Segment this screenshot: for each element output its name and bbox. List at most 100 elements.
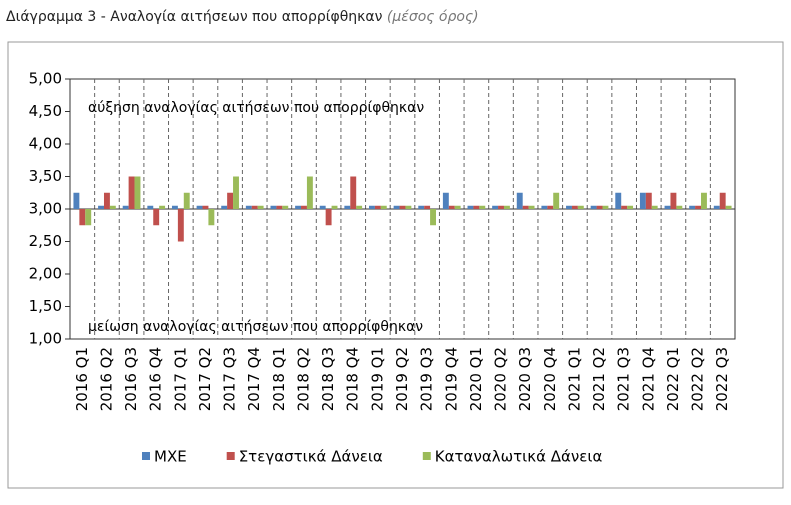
bar xyxy=(645,192,652,209)
x-tick-label: 2022 Q3 xyxy=(713,347,731,411)
bar xyxy=(369,205,375,209)
bar xyxy=(695,205,702,209)
x-tick-label: 2021 Q3 xyxy=(615,347,633,411)
chart-frame xyxy=(7,41,784,489)
bar xyxy=(202,205,209,209)
bar xyxy=(701,192,707,209)
bar xyxy=(405,205,412,209)
bar xyxy=(227,192,234,209)
bar xyxy=(356,205,363,209)
bar xyxy=(171,205,178,209)
x-tick-label: 2018 Q3 xyxy=(319,347,337,411)
bar xyxy=(664,205,671,209)
bar xyxy=(103,192,110,209)
x-tick-label: 2017 Q3 xyxy=(221,347,239,411)
bar xyxy=(380,205,387,209)
bar xyxy=(651,205,658,209)
bar xyxy=(344,205,351,209)
bar xyxy=(719,192,726,209)
bar xyxy=(621,205,628,209)
bar xyxy=(467,205,474,209)
bar xyxy=(479,205,486,209)
bar xyxy=(522,205,529,209)
bar xyxy=(196,205,203,209)
bar xyxy=(424,205,431,209)
bar xyxy=(528,205,535,209)
x-tick-label: 2022 Q1 xyxy=(664,347,682,411)
bar xyxy=(602,205,609,209)
y-tick-label: 1,50 xyxy=(29,297,62,315)
bar xyxy=(122,205,129,209)
bar xyxy=(503,205,510,209)
x-tick-label: 2016 Q4 xyxy=(147,347,165,411)
bar xyxy=(454,205,461,209)
y-tick-label: 1,00 xyxy=(29,330,62,348)
bar xyxy=(350,176,357,209)
bar xyxy=(430,209,436,226)
bar xyxy=(183,192,190,209)
bar xyxy=(319,205,326,209)
bar xyxy=(128,176,135,209)
bar xyxy=(577,205,584,209)
legend-label: Στεγαστικά Δάνεια xyxy=(239,448,383,466)
y-tick-label: 2,00 xyxy=(29,265,62,283)
x-tick-label: 2021 Q2 xyxy=(590,347,608,411)
bar xyxy=(153,209,160,226)
bar xyxy=(399,205,406,209)
y-tick-label: 4,00 xyxy=(29,135,62,153)
bar xyxy=(374,205,381,209)
bar xyxy=(553,192,560,209)
x-tick-label: 2016 Q3 xyxy=(122,347,140,411)
annotation: μείωση αναλογίας αιτήσεων που απορρίφθηκ… xyxy=(88,319,423,335)
bar xyxy=(393,205,400,209)
bar xyxy=(159,205,166,209)
bar xyxy=(325,209,332,226)
x-tick-label: 2017 Q4 xyxy=(245,347,263,411)
x-tick-label: 2022 Q2 xyxy=(689,347,707,411)
bar xyxy=(233,176,239,209)
bar xyxy=(516,192,523,209)
bar xyxy=(590,205,597,209)
legend-swatch xyxy=(226,452,235,460)
bar xyxy=(98,205,104,209)
bar xyxy=(713,205,720,209)
bar xyxy=(306,176,313,209)
subtitle: (μέσος όρος) xyxy=(387,9,479,25)
bar xyxy=(221,205,228,209)
bar xyxy=(596,205,603,209)
x-tick-label: 2020 Q3 xyxy=(516,347,534,411)
bar xyxy=(547,205,554,209)
bar xyxy=(73,192,80,209)
annotation: αύξηση αναλογίας αιτήσεων που απορρίφθηκ… xyxy=(88,100,424,116)
x-tick-label: 2017 Q2 xyxy=(196,347,214,411)
y-tick-label: 3,00 xyxy=(29,200,62,218)
y-tick-label: 5,00 xyxy=(29,70,62,88)
x-tick-label: 2021 Q1 xyxy=(565,347,583,411)
bar xyxy=(177,209,184,242)
bar xyxy=(257,205,264,209)
bar xyxy=(245,205,252,209)
legend-label: Καταναλωτικά Δάνεια xyxy=(435,448,603,466)
bar xyxy=(109,205,116,209)
bar xyxy=(147,205,154,209)
legend-swatch xyxy=(142,452,150,460)
x-tick-label: 2019 Q4 xyxy=(442,347,460,411)
x-tick-label: 2020 Q2 xyxy=(492,347,510,411)
y-tick-label: 3,50 xyxy=(29,167,62,185)
bar xyxy=(331,205,338,209)
bar xyxy=(689,205,696,209)
y-tick-label: 2,50 xyxy=(29,232,62,250)
bar xyxy=(670,192,677,209)
title: Διάγραμμα 3 - Αναλογία αιτήσεων που απορ… xyxy=(6,9,383,25)
bar xyxy=(208,209,215,226)
bar xyxy=(134,176,141,209)
bar xyxy=(418,205,425,209)
bar xyxy=(639,192,646,209)
bar xyxy=(676,205,683,209)
x-tick-label: 2018 Q1 xyxy=(270,347,288,411)
legend-label: ΜΧΕ xyxy=(154,448,187,466)
bar xyxy=(85,209,92,226)
bar xyxy=(492,205,499,209)
x-tick-label: 2018 Q4 xyxy=(344,347,362,411)
